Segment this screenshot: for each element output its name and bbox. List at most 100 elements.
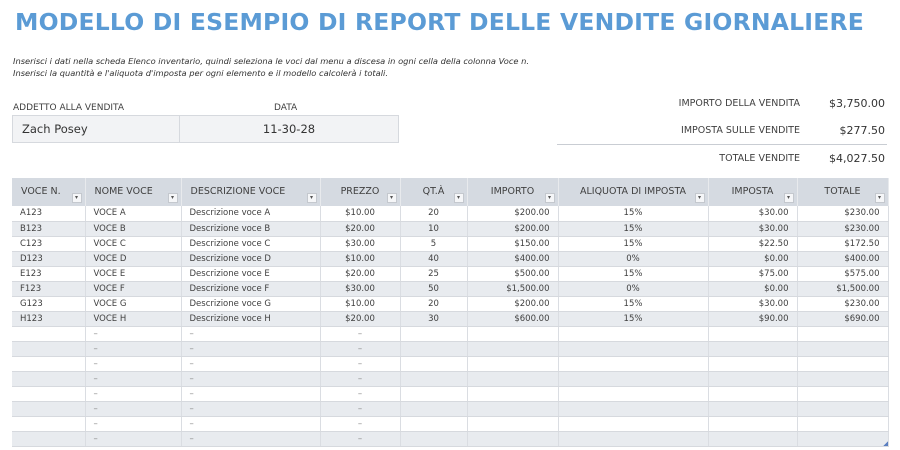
cell-aliquota[interactable]: 15% bbox=[558, 221, 709, 237]
cell-descrizione-voce[interactable]: Descrizione voce H bbox=[181, 311, 321, 327]
filter-dropdown-icon[interactable]: ▾ bbox=[71, 193, 82, 203]
cell-voce-n[interactable] bbox=[12, 356, 86, 372]
cell-imposta[interactable] bbox=[708, 401, 798, 417]
filter-dropdown-icon[interactable]: ▾ bbox=[167, 193, 178, 203]
cell-imposta[interactable] bbox=[708, 356, 798, 372]
filter-dropdown-icon[interactable]: ▾ bbox=[874, 193, 885, 203]
cell-aliquota[interactable] bbox=[558, 386, 709, 402]
cell-totale[interactable]: $230.00 bbox=[797, 206, 889, 222]
cell-totale[interactable] bbox=[797, 431, 889, 447]
cell-descrizione-voce[interactable]: – bbox=[181, 326, 321, 342]
cell-voce-n[interactable]: F123 bbox=[12, 281, 86, 297]
cell-voce-n[interactable] bbox=[12, 416, 86, 432]
cell-qta[interactable]: 40 bbox=[400, 251, 468, 267]
cell-voce-n[interactable] bbox=[12, 386, 86, 402]
cell-descrizione-voce[interactable]: – bbox=[181, 416, 321, 432]
cell-voce-n[interactable] bbox=[12, 371, 86, 387]
cell-importo[interactable]: $500.00 bbox=[467, 266, 559, 282]
cell-imposta[interactable] bbox=[708, 341, 798, 357]
cell-nome-voce[interactable]: – bbox=[85, 371, 182, 387]
cell-totale[interactable] bbox=[797, 416, 889, 432]
cell-totale[interactable] bbox=[797, 386, 889, 402]
cell-descrizione-voce[interactable]: Descrizione voce F bbox=[181, 281, 321, 297]
cell-importo[interactable]: $1,500.00 bbox=[467, 281, 559, 297]
cell-totale[interactable] bbox=[797, 371, 889, 387]
cell-imposta[interactable] bbox=[708, 386, 798, 402]
cell-voce-n[interactable]: H123 bbox=[12, 311, 86, 327]
cell-totale[interactable]: $230.00 bbox=[797, 221, 889, 237]
cell-aliquota[interactable]: 15% bbox=[558, 311, 709, 327]
cell-descrizione-voce[interactable]: Descrizione voce D bbox=[181, 251, 321, 267]
cell-descrizione-voce[interactable]: Descrizione voce E bbox=[181, 266, 321, 282]
cell-descrizione-voce[interactable]: – bbox=[181, 431, 321, 447]
sales-tax-value[interactable]: $277.50 bbox=[839, 124, 886, 137]
cell-descrizione-voce[interactable]: – bbox=[181, 401, 321, 417]
cell-importo[interactable] bbox=[467, 371, 559, 387]
cell-imposta[interactable] bbox=[708, 431, 798, 447]
cell-totale[interactable] bbox=[797, 326, 889, 342]
cell-importo[interactable]: $200.00 bbox=[467, 221, 559, 237]
cell-nome-voce[interactable]: VOCE A bbox=[85, 206, 182, 222]
cell-qta[interactable]: 10 bbox=[400, 221, 468, 237]
cell-nome-voce[interactable]: – bbox=[85, 326, 182, 342]
cell-prezzo[interactable]: $20.00 bbox=[320, 311, 401, 327]
cell-prezzo[interactable]: $20.00 bbox=[320, 266, 401, 282]
cell-aliquota[interactable]: 15% bbox=[558, 236, 709, 252]
cell-qta[interactable]: 5 bbox=[400, 236, 468, 252]
cell-prezzo[interactable]: – bbox=[320, 356, 401, 372]
cell-voce-n[interactable]: B123 bbox=[12, 221, 86, 237]
cell-descrizione-voce[interactable]: Descrizione voce B bbox=[181, 221, 321, 237]
cell-voce-n[interactable]: E123 bbox=[12, 266, 86, 282]
cell-totale[interactable]: $172.50 bbox=[797, 236, 889, 252]
cell-prezzo[interactable]: $10.00 bbox=[320, 206, 401, 222]
cell-prezzo[interactable]: $10.00 bbox=[320, 296, 401, 312]
cell-nome-voce[interactable]: – bbox=[85, 356, 182, 372]
cell-aliquota[interactable] bbox=[558, 326, 709, 342]
cell-qta[interactable] bbox=[400, 416, 468, 432]
cell-prezzo[interactable]: $30.00 bbox=[320, 236, 401, 252]
cell-descrizione-voce[interactable]: – bbox=[181, 386, 321, 402]
table-resize-handle[interactable] bbox=[883, 441, 888, 446]
cell-voce-n[interactable] bbox=[12, 326, 86, 342]
cell-aliquota[interactable] bbox=[558, 341, 709, 357]
cell-nome-voce[interactable]: VOCE F bbox=[85, 281, 182, 297]
cell-aliquota[interactable]: 15% bbox=[558, 266, 709, 282]
cell-importo[interactable]: $200.00 bbox=[467, 296, 559, 312]
cell-imposta[interactable] bbox=[708, 371, 798, 387]
cell-imposta[interactable] bbox=[708, 326, 798, 342]
cell-totale[interactable] bbox=[797, 356, 889, 372]
cell-imposta[interactable]: $30.00 bbox=[708, 206, 798, 222]
cell-totale[interactable]: $1,500.00 bbox=[797, 281, 889, 297]
cell-voce-n[interactable] bbox=[12, 341, 86, 357]
cell-descrizione-voce[interactable]: Descrizione voce A bbox=[181, 206, 321, 222]
date-cell[interactable]: 11-30-28 bbox=[262, 122, 316, 136]
cell-imposta[interactable] bbox=[708, 416, 798, 432]
cell-aliquota[interactable] bbox=[558, 401, 709, 417]
cell-qta[interactable] bbox=[400, 401, 468, 417]
filter-dropdown-icon[interactable]: ▾ bbox=[694, 193, 705, 203]
cell-prezzo[interactable]: – bbox=[320, 431, 401, 447]
cell-prezzo[interactable]: – bbox=[320, 326, 401, 342]
cell-importo[interactable]: $150.00 bbox=[467, 236, 559, 252]
cell-imposta[interactable]: $90.00 bbox=[708, 311, 798, 327]
cell-nome-voce[interactable]: VOCE H bbox=[85, 311, 182, 327]
cell-descrizione-voce[interactable]: Descrizione voce C bbox=[181, 236, 321, 252]
cell-imposta[interactable]: $0.00 bbox=[708, 251, 798, 267]
cell-qta[interactable]: 20 bbox=[400, 296, 468, 312]
cell-aliquota[interactable]: 15% bbox=[558, 296, 709, 312]
cell-nome-voce[interactable]: VOCE B bbox=[85, 221, 182, 237]
cell-qta[interactable]: 50 bbox=[400, 281, 468, 297]
seller-cell[interactable]: Zach Posey bbox=[13, 116, 180, 142]
sales-amount-value[interactable]: $3,750.00 bbox=[829, 97, 885, 110]
filter-dropdown-icon[interactable]: ▾ bbox=[386, 193, 397, 203]
cell-imposta[interactable]: $75.00 bbox=[708, 266, 798, 282]
filter-dropdown-icon[interactable]: ▾ bbox=[453, 193, 464, 203]
cell-qta[interactable] bbox=[400, 326, 468, 342]
cell-imposta[interactable]: $0.00 bbox=[708, 281, 798, 297]
cell-nome-voce[interactable]: – bbox=[85, 431, 182, 447]
cell-importo[interactable] bbox=[467, 431, 559, 447]
cell-nome-voce[interactable]: – bbox=[85, 401, 182, 417]
cell-voce-n[interactable] bbox=[12, 431, 86, 447]
cell-aliquota[interactable] bbox=[558, 371, 709, 387]
cell-nome-voce[interactable]: – bbox=[85, 416, 182, 432]
